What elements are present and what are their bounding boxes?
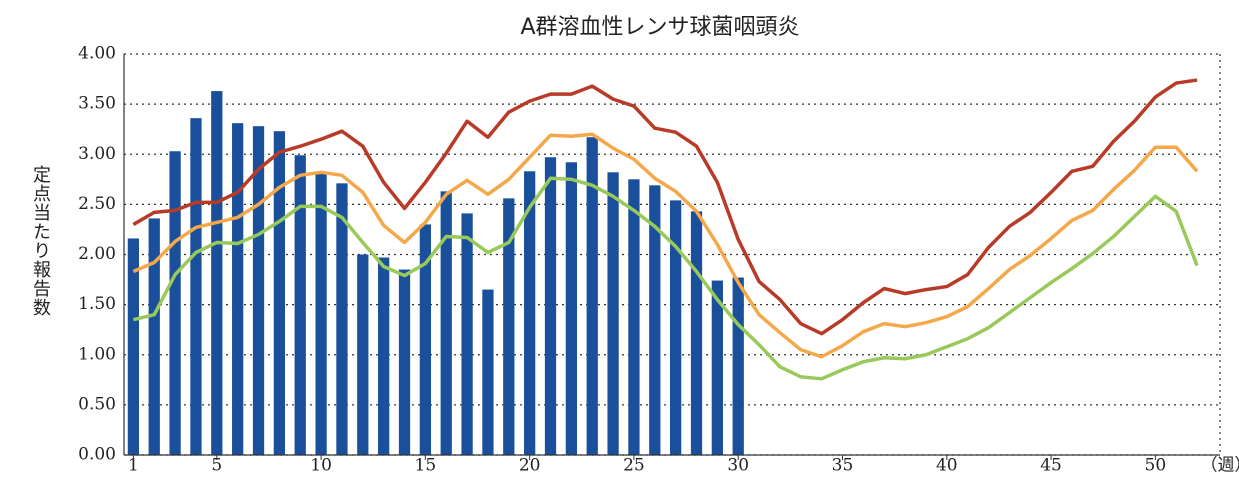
y-tick-label: 3.00 <box>78 144 116 164</box>
x-tick-label: 35 <box>832 456 854 476</box>
y-tick-label: 0.50 <box>78 394 116 414</box>
bar <box>670 200 682 455</box>
x-tick-label: 30 <box>727 456 749 476</box>
y-tick-label: 2.50 <box>78 194 116 214</box>
bar <box>190 118 202 455</box>
bar <box>628 179 640 455</box>
bar <box>586 137 598 455</box>
x-tick-label: 20 <box>519 456 541 476</box>
y-tick-label: 1.50 <box>78 294 116 314</box>
bar <box>440 191 452 455</box>
bar <box>148 218 160 455</box>
bar <box>419 224 432 455</box>
x-tick-label: 50 <box>1145 456 1167 476</box>
y-tick-label: 2.00 <box>78 244 116 264</box>
x-tick-label: 25 <box>623 456 645 476</box>
x-tick-label: 15 <box>415 456 437 476</box>
y-tick-label: 3.50 <box>78 94 116 114</box>
bar <box>649 185 661 455</box>
x-unit-label: （週） <box>1201 456 1239 476</box>
x-tick-label: 5 <box>211 456 222 476</box>
bar <box>336 183 348 455</box>
x-tick-label: 40 <box>936 456 958 476</box>
bar <box>127 238 140 455</box>
chart-title: A群溶血性レンサ球菌咽頭炎 <box>520 15 799 40</box>
bar <box>169 151 181 455</box>
bar <box>232 123 244 456</box>
line <box>132 78 1198 336</box>
bar <box>482 289 494 455</box>
x-tick-label: 1 <box>128 456 139 476</box>
bar <box>690 211 703 455</box>
bar <box>461 213 473 455</box>
x-tick-label: 10 <box>310 456 332 476</box>
bar <box>524 171 536 456</box>
bar <box>565 162 577 455</box>
y-tick-label: 0.00 <box>78 445 116 465</box>
line <box>132 132 1199 359</box>
bar <box>211 91 223 455</box>
bar <box>273 131 286 455</box>
bar <box>357 254 369 455</box>
x-tick-label: 45 <box>1040 456 1062 476</box>
bar <box>544 157 557 455</box>
y-axis-label: 定点当たり報告数 <box>30 165 51 317</box>
bar <box>503 198 515 456</box>
bar <box>294 155 306 455</box>
bar <box>607 172 619 456</box>
bar <box>378 257 390 455</box>
line <box>132 176 1199 381</box>
bar <box>315 172 327 456</box>
bar <box>711 280 723 455</box>
y-tick-label: 4.00 <box>78 44 116 64</box>
bar <box>398 269 411 455</box>
bar <box>252 126 265 456</box>
bar <box>732 277 744 455</box>
y-tick-label: 1.00 <box>78 344 116 364</box>
